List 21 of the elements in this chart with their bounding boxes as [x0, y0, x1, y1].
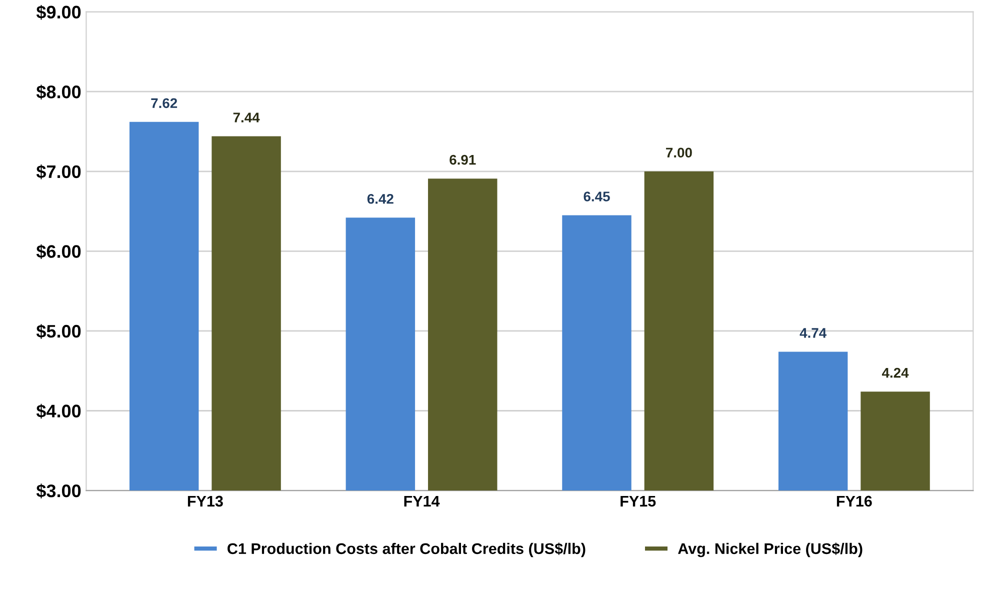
data-label: 6.42	[367, 194, 394, 204]
y-tick-label: $3.00	[36, 484, 81, 498]
legend-label: Avg. Nickel Price (US$/lb)	[678, 542, 862, 558]
x-tick-label: FY16	[836, 496, 872, 507]
y-tick-label: $5.00	[36, 324, 81, 339]
legend-label: C1 Production Costs after Cobalt Credits (US$/lb)	[228, 542, 586, 558]
data-label: 6.91	[450, 154, 476, 165]
x-tick-label: FY13	[188, 496, 223, 507]
data-label: 7.00	[666, 148, 692, 158]
y-tick-label: $6.00	[36, 244, 81, 260]
data-label: 7.62	[151, 98, 178, 108]
y-tick-label: $4.00	[36, 404, 81, 419]
y-tick-label: $9.00	[36, 4, 81, 20]
data-label: 6.45	[584, 192, 610, 202]
y-tick-label: $7.00	[36, 164, 81, 180]
y-tick-label: $8.00	[36, 84, 81, 100]
x-tick-label: FY14	[404, 496, 440, 506]
data-label: 4.74	[800, 328, 827, 338]
data-label: 7.44	[233, 112, 260, 122]
data-label: 4.24	[882, 368, 909, 378]
x-tick-label: FY15	[620, 496, 656, 507]
